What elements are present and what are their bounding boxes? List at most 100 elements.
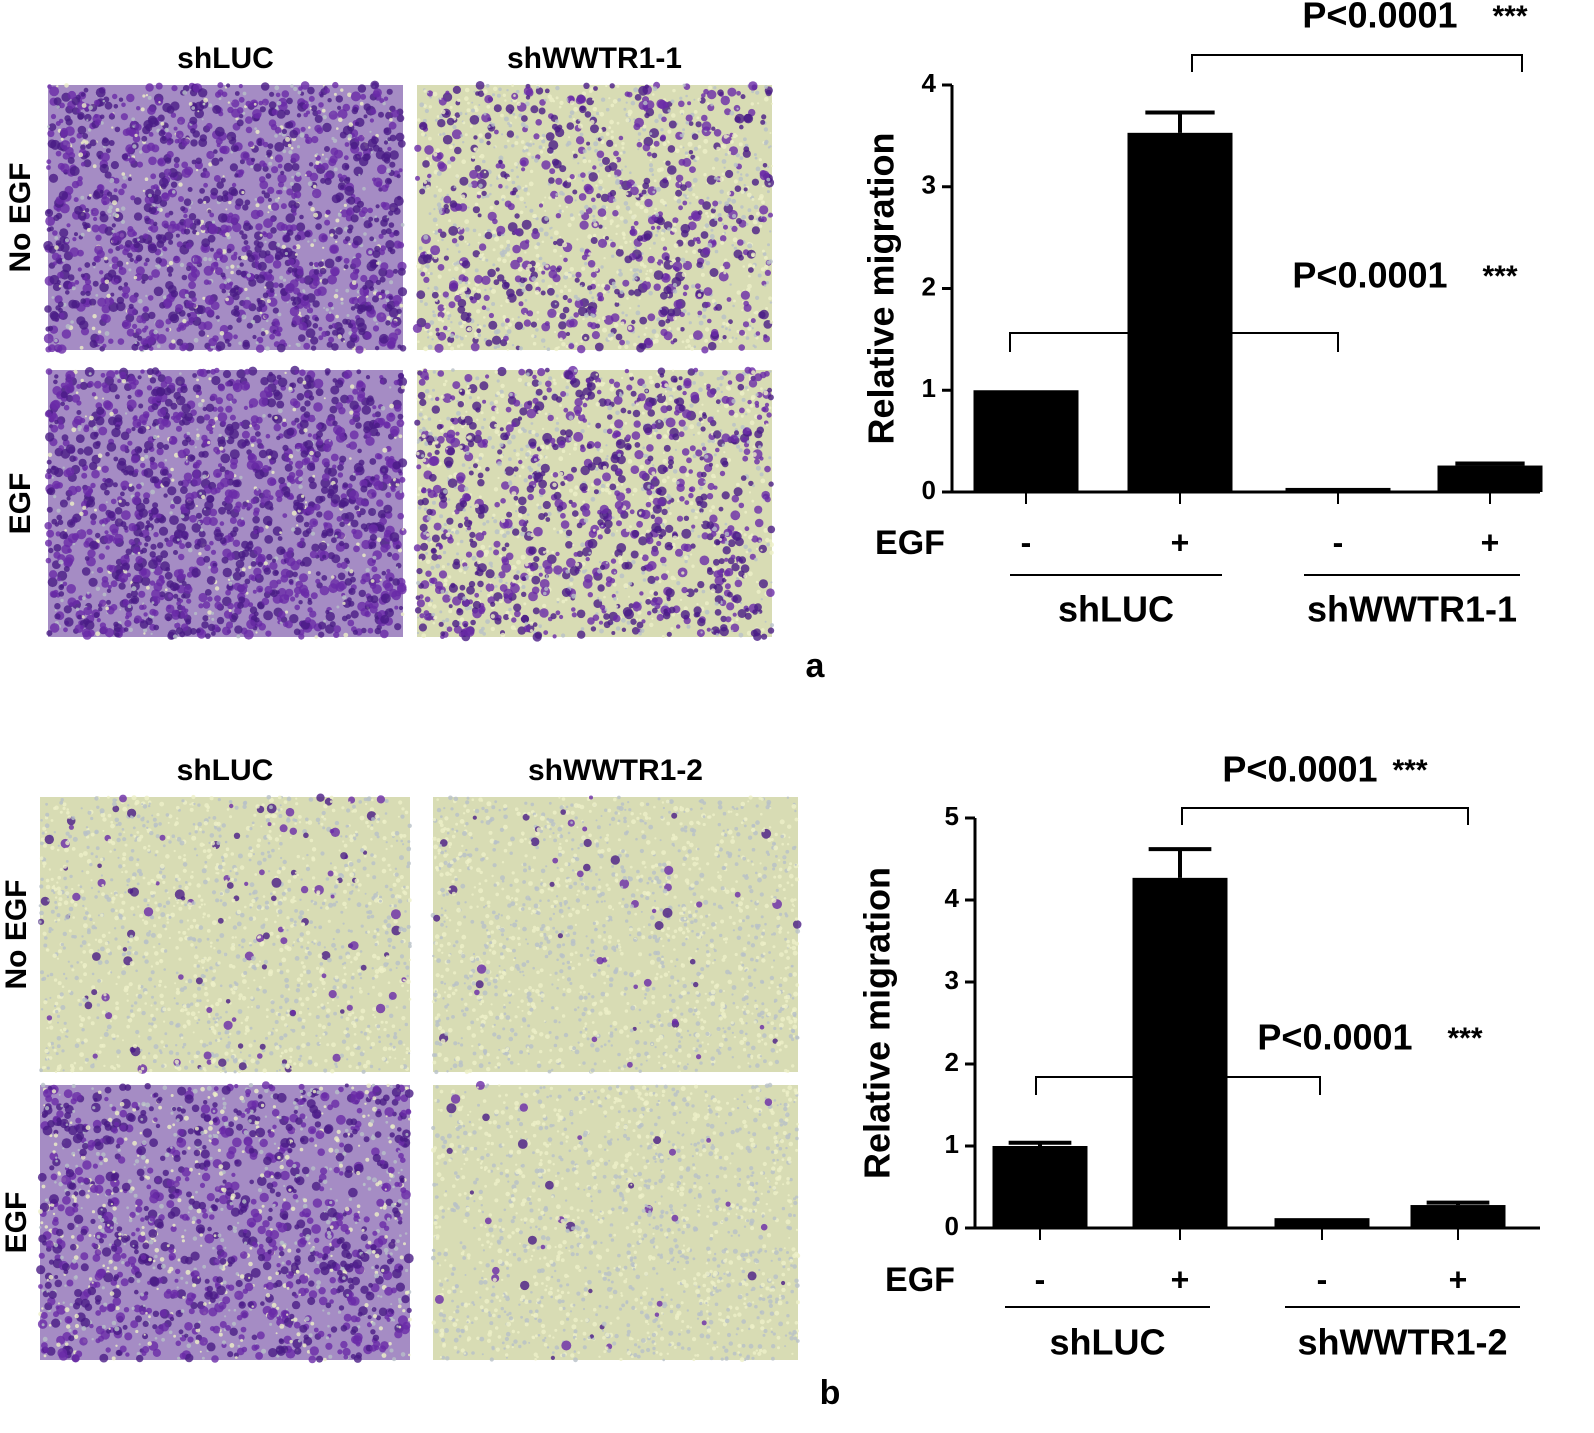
cell <box>478 233 482 237</box>
cell <box>124 619 132 628</box>
cell <box>278 132 282 135</box>
cell <box>446 248 449 251</box>
cell <box>210 611 215 615</box>
cell <box>313 269 320 275</box>
cell <box>537 267 543 272</box>
cell <box>141 604 147 610</box>
cell <box>131 426 136 432</box>
cell <box>307 181 313 187</box>
cell <box>357 84 367 93</box>
cell <box>208 299 214 305</box>
cell <box>461 159 467 164</box>
cell <box>328 324 333 330</box>
cell <box>323 510 334 521</box>
cell <box>201 494 206 499</box>
cell <box>340 561 348 570</box>
cell <box>211 220 216 224</box>
cell <box>142 189 145 192</box>
cell <box>266 398 277 408</box>
cell <box>555 177 563 185</box>
cell <box>246 250 253 257</box>
cell <box>310 592 318 600</box>
cell <box>754 156 758 160</box>
cell <box>178 598 184 603</box>
cell <box>547 221 550 224</box>
cell <box>132 416 138 421</box>
cell <box>76 410 82 415</box>
cell <box>356 369 362 375</box>
cell <box>502 93 506 98</box>
cell <box>543 231 549 237</box>
cell <box>157 435 160 438</box>
cell <box>613 158 618 163</box>
cell <box>728 328 732 332</box>
cell <box>161 468 169 476</box>
cell <box>395 544 401 550</box>
cell <box>267 455 272 459</box>
cell <box>208 224 219 235</box>
cell <box>86 119 89 122</box>
cell <box>374 345 380 351</box>
cell <box>151 403 159 411</box>
cell <box>265 433 271 439</box>
cell <box>260 331 266 337</box>
cell <box>360 142 370 152</box>
cell <box>165 539 174 548</box>
cell <box>418 254 428 265</box>
cell <box>688 334 694 340</box>
cell <box>208 257 213 262</box>
cell <box>231 398 237 404</box>
cell <box>132 323 138 329</box>
cell <box>84 140 89 145</box>
cell <box>95 234 102 241</box>
cell <box>512 112 516 116</box>
cell <box>63 566 70 572</box>
cell <box>92 280 99 287</box>
cell <box>356 380 364 388</box>
cell <box>84 208 90 213</box>
cell <box>121 153 129 160</box>
cell <box>711 166 716 170</box>
cell <box>96 618 101 623</box>
cell <box>316 109 322 115</box>
cell <box>232 571 242 581</box>
cell <box>225 436 229 441</box>
cell <box>519 157 529 167</box>
cell <box>86 528 93 536</box>
cell <box>89 139 97 147</box>
cell <box>306 307 314 314</box>
cell <box>274 154 283 163</box>
cell <box>60 163 70 173</box>
cell <box>588 252 592 256</box>
cell <box>197 110 200 113</box>
cell <box>287 143 292 148</box>
cell <box>56 105 60 109</box>
cell <box>462 121 466 125</box>
cell <box>220 477 230 488</box>
cell <box>365 568 370 573</box>
cell <box>192 469 200 478</box>
cell <box>65 370 76 381</box>
cell <box>84 278 92 286</box>
cell <box>289 306 300 317</box>
cell <box>213 149 218 154</box>
cell <box>770 165 773 167</box>
cell <box>155 82 163 90</box>
cell <box>394 404 402 412</box>
cell <box>137 238 140 242</box>
cell <box>165 588 168 591</box>
cell <box>196 368 205 377</box>
cell <box>99 189 104 194</box>
cell <box>79 345 84 350</box>
cell <box>207 234 216 243</box>
cell <box>742 265 746 268</box>
cell <box>323 443 332 453</box>
cell <box>56 280 61 284</box>
cell <box>147 275 153 281</box>
cell <box>143 632 146 635</box>
cell <box>500 113 504 118</box>
cell <box>257 241 264 249</box>
cell <box>202 296 206 300</box>
cell <box>214 586 220 591</box>
cell <box>761 200 765 205</box>
